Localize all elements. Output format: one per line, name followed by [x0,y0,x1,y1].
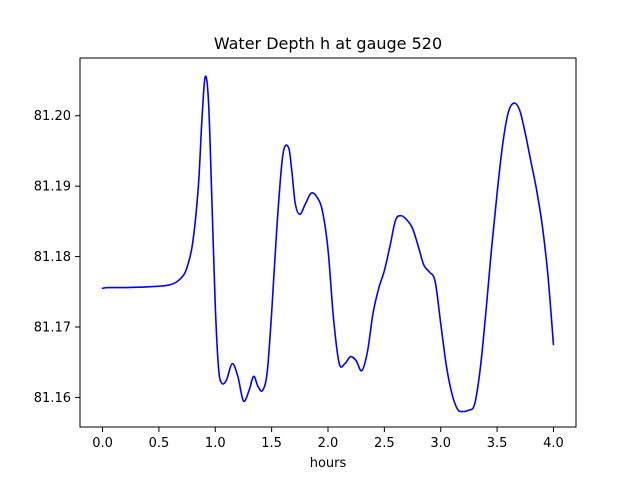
x-tick-label: 2.5 [374,436,395,451]
x-axis: 0.0 0.5 1.0 1.5 2.0 2.5 3.0 3.5 4.0 [92,427,564,451]
x-axis-label: hours [310,456,347,471]
y-axis: 81.16 81.17 81.18 81.19 81.20 [34,109,80,406]
x-tick-label: 0.0 [92,436,113,451]
x-tick-label: 0.5 [149,436,170,451]
y-tick-label: 81.17 [34,321,71,336]
x-tick-label: 4.0 [543,436,564,451]
series-line [101,75,555,413]
y-tick-label: 81.16 [34,391,71,406]
y-tick-label: 81.20 [34,109,71,124]
axes-frame [79,57,577,428]
x-tick-label: 1.5 [261,436,282,451]
x-tick-label: 3.5 [487,436,508,451]
x-tick-label: 3.0 [430,436,451,451]
y-tick-label: 81.19 [34,180,71,195]
chart-title: Water Depth h at gauge 520 [214,34,442,53]
x-tick-label: 2.0 [318,436,339,451]
x-tick-label: 1.0 [205,436,226,451]
y-tick-label: 81.18 [34,250,71,265]
plot-area [101,75,555,413]
